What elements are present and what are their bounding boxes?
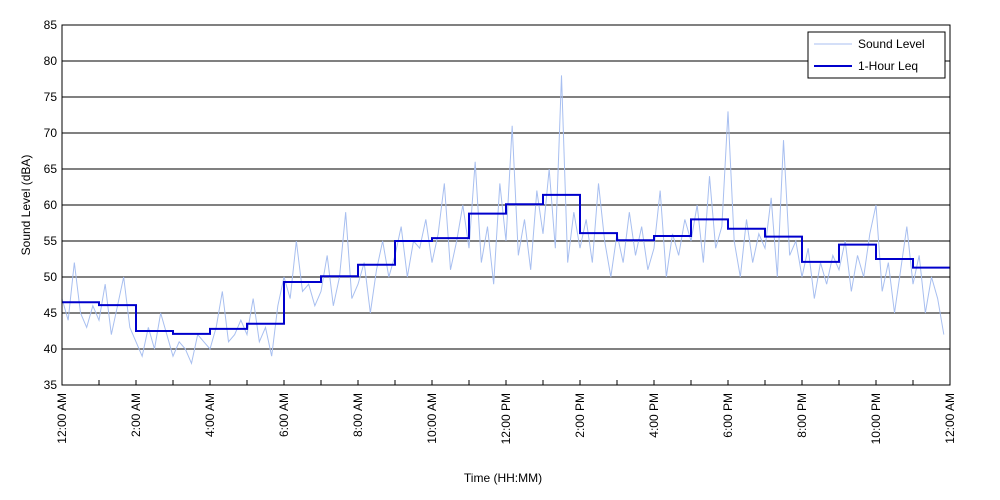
y-tick-label: 65 <box>44 162 58 176</box>
step-line <box>62 193 950 335</box>
legend-label: Sound Level <box>858 37 925 51</box>
y-tick-label: 75 <box>44 90 58 104</box>
x-tick-label: 6:00 AM <box>277 393 291 437</box>
x-tick-label: 4:00 PM <box>647 393 661 438</box>
x-tick-label: 2:00 PM <box>573 393 587 438</box>
x-tick-label: 8:00 PM <box>795 393 809 438</box>
y-tick-label: 50 <box>44 270 58 284</box>
x-tick-label: 12:00 AM <box>943 393 957 444</box>
x-tick-label: 6:00 PM <box>721 393 735 438</box>
y-tick-label: 80 <box>44 54 58 68</box>
plot-frame <box>61 24 951 386</box>
y-tick-label: 55 <box>44 234 58 248</box>
y-tick-label: 45 <box>44 306 58 320</box>
legend-box <box>807 31 946 79</box>
legend-label: 1-Hour Leq <box>858 59 918 73</box>
x-tick-label: 10:00 AM <box>425 393 439 444</box>
y-axis-label: Sound Level (dBA) <box>19 155 33 256</box>
y-tick-label: 85 <box>44 18 58 32</box>
x-tick-label: 8:00 AM <box>351 393 365 437</box>
x-axis-label: Time (HH:MM) <box>464 471 542 485</box>
x-tick-label: 10:00 PM <box>869 393 883 444</box>
y-tick-label: 70 <box>44 126 58 140</box>
x-tick-label: 12:00 PM <box>499 393 513 444</box>
y-tick-label: 40 <box>44 342 58 356</box>
x-tick-label: 12:00 AM <box>55 393 69 444</box>
line <box>61 75 945 366</box>
y-tick-label: 60 <box>44 198 58 212</box>
x-tick-label: 4:00 AM <box>203 393 217 437</box>
y-tick-label: 35 <box>44 378 58 392</box>
x-tick-label: 2:00 AM <box>129 393 143 437</box>
